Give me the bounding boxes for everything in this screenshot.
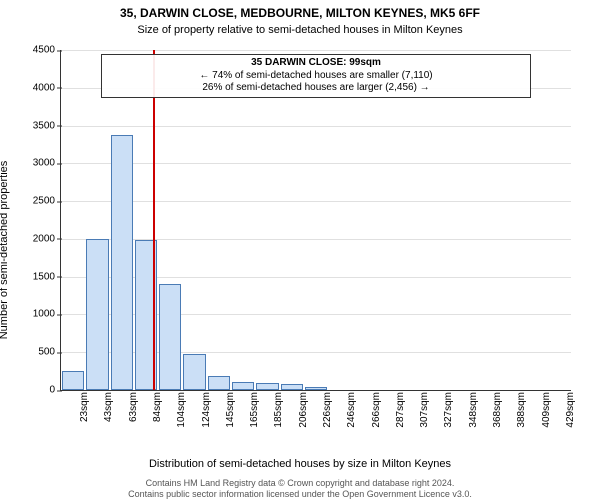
- histogram-bar: [159, 284, 181, 390]
- x-tick-label: 327sqm: [437, 390, 454, 428]
- x-axis-label: Distribution of semi-detached houses by …: [0, 458, 600, 470]
- histogram-bar: [232, 382, 254, 390]
- x-tick-label: 388sqm: [510, 390, 527, 428]
- x-tick-label: 307sqm: [413, 390, 430, 428]
- x-tick-label: 43sqm: [97, 390, 114, 422]
- histogram-bar: [111, 135, 133, 390]
- y-tick-label: 4000: [15, 82, 61, 93]
- y-tick-label: 1000: [15, 309, 61, 320]
- x-tick-label: 165sqm: [243, 390, 260, 428]
- annotation-line3: 26% of semi-detached houses are larger (…: [108, 82, 524, 95]
- y-tick-label: 0: [15, 385, 61, 396]
- reference-line: [153, 50, 155, 390]
- x-tick-label: 287sqm: [389, 390, 406, 428]
- y-tick-label: 2000: [15, 233, 61, 244]
- x-tick-label: 104sqm: [170, 390, 187, 428]
- x-tick-label: 348sqm: [462, 390, 479, 428]
- x-tick-label: 206sqm: [292, 390, 309, 428]
- y-axis-label: Number of semi-detached properties: [0, 161, 10, 340]
- annotation-line1: 35 DARWIN CLOSE: 99sqm: [108, 57, 524, 70]
- x-tick-label: 266sqm: [365, 390, 382, 428]
- x-tick-label: 124sqm: [195, 390, 212, 428]
- x-tick-label: 145sqm: [219, 390, 236, 428]
- x-tick-label: 429sqm: [559, 390, 576, 428]
- footer-line2: Contains public sector information licen…: [0, 489, 600, 500]
- page-subtitle: Size of property relative to semi-detach…: [0, 24, 600, 36]
- histogram-bar: [86, 239, 108, 390]
- x-tick-label: 84sqm: [146, 390, 163, 422]
- y-tick-label: 2500: [15, 196, 61, 207]
- footer: Contains HM Land Registry data © Crown c…: [0, 478, 600, 500]
- y-tick-label: 500: [15, 347, 61, 358]
- footer-line1: Contains HM Land Registry data © Crown c…: [0, 478, 600, 489]
- histogram-bar: [183, 354, 205, 390]
- page-title: 35, DARWIN CLOSE, MEDBOURNE, MILTON KEYN…: [0, 6, 600, 20]
- histogram-bar: [62, 371, 84, 390]
- annotation-box: 35 DARWIN CLOSE: 99sqm ← 74% of semi-det…: [101, 54, 531, 98]
- y-tick-label: 4500: [15, 45, 61, 56]
- chart-container: 35, DARWIN CLOSE, MEDBOURNE, MILTON KEYN…: [0, 0, 600, 500]
- x-tick-label: 185sqm: [267, 390, 284, 428]
- annotation-line2: ← 74% of semi-detached houses are smalle…: [108, 70, 524, 83]
- y-tick-label: 3000: [15, 158, 61, 169]
- chart-plot-area: 05001000150020002500300035004000450023sq…: [60, 50, 571, 391]
- x-tick-label: 63sqm: [122, 390, 139, 422]
- y-tick-label: 1500: [15, 271, 61, 282]
- histogram-bar: [256, 383, 278, 390]
- histogram-bar: [208, 376, 230, 390]
- x-tick-label: 226sqm: [316, 390, 333, 428]
- x-tick-label: 368sqm: [486, 390, 503, 428]
- x-tick-label: 409sqm: [535, 390, 552, 428]
- x-tick-label: 246sqm: [340, 390, 357, 428]
- y-tick-label: 3500: [15, 120, 61, 131]
- x-tick-label: 23sqm: [73, 390, 90, 422]
